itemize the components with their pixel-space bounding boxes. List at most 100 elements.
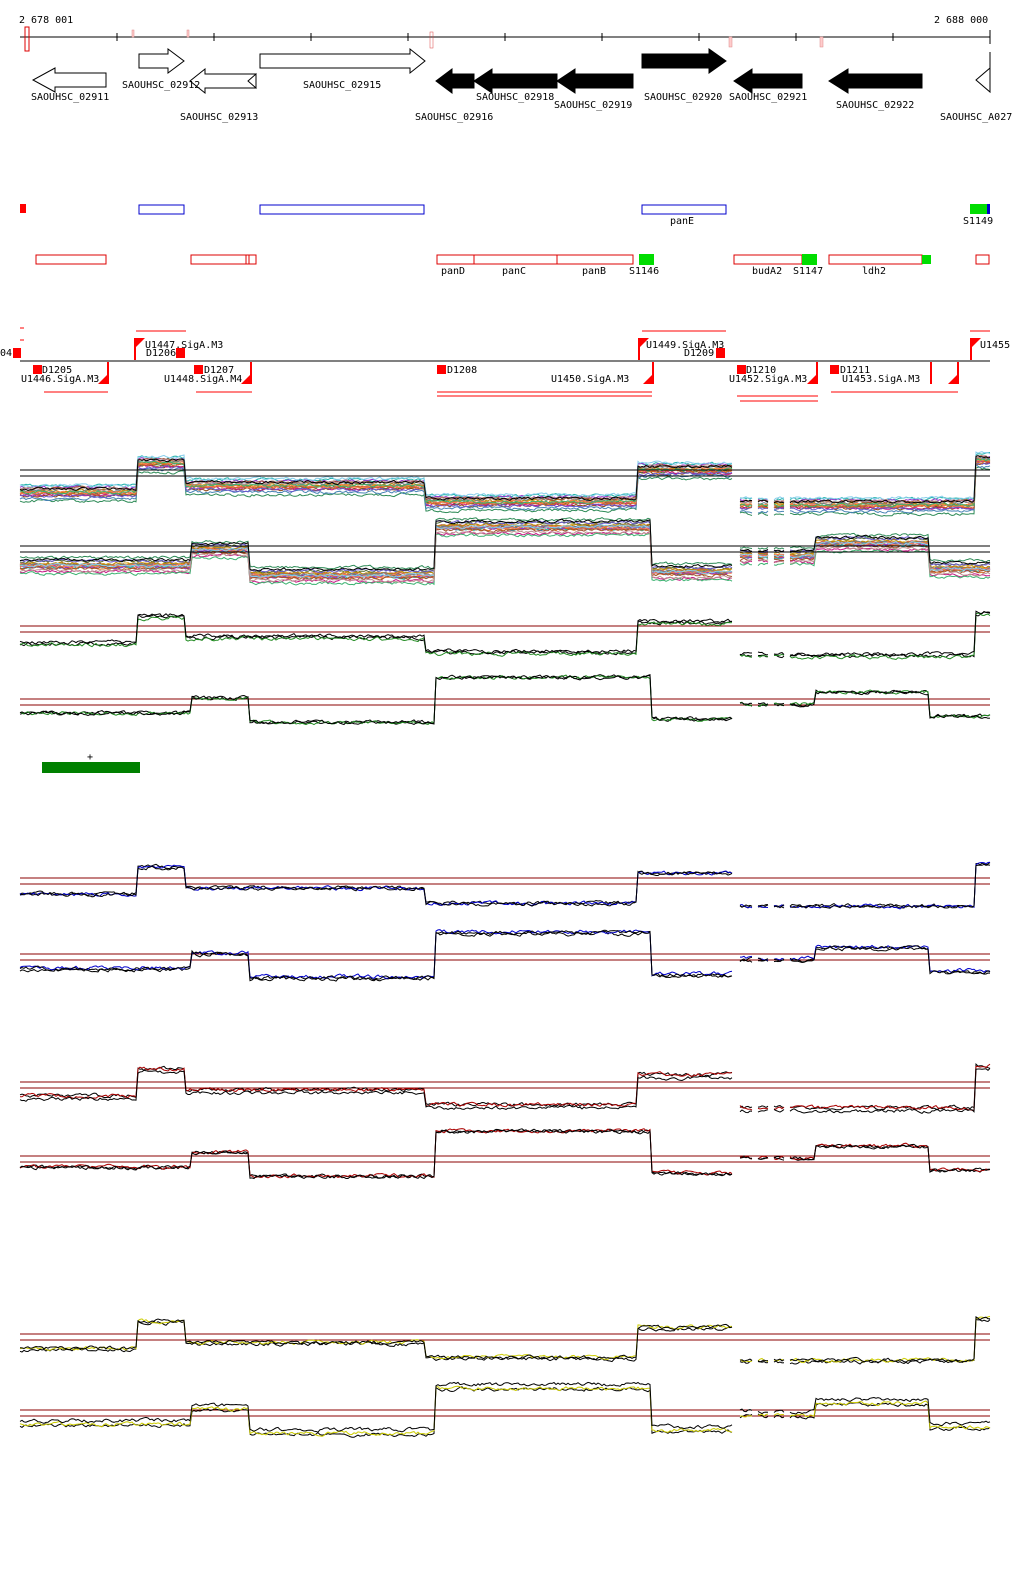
gene-SAOUHSC_02911[interactable] (31, 67, 107, 93)
axis-start-label: 2 678 001 (19, 15, 73, 26)
expression-series (19, 1385, 991, 1437)
operon-label: budA2 (752, 266, 782, 277)
gene-SAOUHSC_02921[interactable] (733, 68, 803, 94)
feature-label: U1446.SigA.M3 (21, 374, 99, 385)
gene-SAOUHSC_02915[interactable] (259, 47, 426, 75)
feature-label: U1452.SigA.M3 (729, 374, 807, 385)
feature-label: 04 (0, 348, 12, 359)
feature-label: D1206 (146, 348, 176, 359)
feature-block[interactable] (20, 204, 26, 213)
gene-SAOUHSC_02919[interactable] (556, 68, 634, 94)
operon-label: S1146 (629, 266, 659, 277)
feature-label: U1453.SigA.M3 (842, 374, 920, 385)
gene-labels: SAOUHSC_02911 SAOUHSC_02912 SAOUHSC_0291… (31, 80, 1012, 123)
legend-label: + (87, 752, 93, 763)
expression-series (19, 612, 991, 661)
gene-label: SAOUHSC_A027 (940, 112, 1012, 123)
operon-label: S1149 (963, 216, 993, 227)
operon-red[interactable] (975, 254, 990, 265)
feature-label: U1450.SigA.M3 (551, 374, 629, 385)
gene-label: SAOUHSC_02915 (303, 80, 381, 91)
expression-series (19, 1386, 991, 1438)
axis-end-label: 2 688 000 (934, 15, 988, 26)
feature-label: U1455 (980, 340, 1010, 351)
expression-series (19, 1128, 991, 1180)
axis-ticks (116, 33, 894, 41)
operon-label: S1147 (793, 266, 823, 277)
feature-label: U1447.SigA.M3 (145, 340, 223, 351)
operon-red-ldh2[interactable] (828, 254, 923, 265)
operon-red-pan[interactable] (436, 254, 634, 265)
axis-start-marker (24, 26, 30, 52)
feature-label: D1211 (840, 365, 870, 376)
expression-series (19, 674, 991, 726)
gene-SAOUHSC_02913b[interactable] (247, 72, 257, 90)
operon-label: panD (441, 266, 465, 277)
feature-label: D1207 (204, 365, 234, 376)
operon-label: panE (670, 216, 694, 227)
expression-series (19, 524, 991, 578)
expression-series (19, 1128, 991, 1179)
expression-series (19, 517, 991, 570)
operon-blue[interactable] (259, 204, 425, 215)
gene-label: SAOUHSC_02916 (415, 112, 493, 123)
operon-red[interactable] (190, 254, 257, 265)
gene-SAOUHSC_02922[interactable] (828, 68, 923, 94)
operon-label: panC (502, 266, 526, 277)
feature-label: D1209 (684, 348, 714, 359)
expression-series (19, 524, 991, 577)
srna-S1147[interactable] (802, 254, 817, 265)
gene-SAOUHSC_02920[interactable] (641, 48, 727, 74)
expression-series (19, 463, 991, 514)
expression-series (19, 1063, 991, 1111)
gene-SAOUHSC_02918[interactable] (473, 68, 558, 94)
coordinate-axis: 2 678 001 2 688 000 (19, 15, 991, 52)
gene-label: SAOUHSC_02920 (644, 92, 722, 103)
expression-series (19, 458, 991, 508)
expression-series (19, 466, 991, 517)
operon-red-budA2[interactable] (733, 254, 803, 265)
gene-label: SAOUHSC_02922 (836, 100, 914, 111)
operon-label: panB (582, 266, 606, 277)
gene-label: SAOUHSC_02911 (31, 92, 109, 103)
feature-track: 04 D1205 U1446.SigA.M3 U1447.SigA.M3 D12… (0, 327, 1010, 402)
legend-bar (42, 762, 140, 773)
operon-track: panE S1149 panD panC panB S1146 budA2 S1… (20, 204, 993, 277)
operon-blue-panE[interactable] (641, 204, 727, 215)
gene-track (31, 47, 991, 95)
expression-tracks (19, 451, 991, 1438)
expression-series (19, 1381, 991, 1433)
expression-series (19, 929, 991, 979)
operon-label: ldh2 (862, 266, 886, 277)
expression-series (19, 455, 991, 504)
expression-series (19, 674, 991, 726)
gene-label: SAOUHSC_02918 (476, 92, 554, 103)
expression-series (19, 530, 991, 584)
axis-gap-markers (131, 29, 824, 49)
expression-series (19, 1316, 990, 1363)
gene-label: SAOUHSC_02919 (554, 100, 632, 111)
gene-label: SAOUHSC_02921 (729, 92, 807, 103)
expression-series (19, 1062, 991, 1111)
gene-SAOUHSC_02916[interactable] (435, 68, 475, 94)
expression-series (19, 610, 991, 657)
feature-label: D1205 (42, 365, 72, 376)
expression-series (19, 527, 991, 581)
feature-label: D1210 (746, 365, 776, 376)
expression-series (19, 1068, 991, 1114)
operon-blue[interactable] (138, 204, 185, 215)
gene-SAOUHSC_02913[interactable] (189, 67, 257, 95)
expression-series (19, 451, 991, 501)
expression-series (19, 462, 991, 512)
gene-SAOUHSC_A027[interactable] (975, 52, 991, 94)
expression-series (19, 1128, 991, 1179)
gene-SAOUHSC_02912[interactable] (138, 48, 185, 74)
srna-S1149[interactable] (970, 204, 990, 214)
srna-S1146[interactable] (639, 254, 654, 265)
feature-label: U1448.SigA.M4 (164, 374, 242, 385)
expression-series (19, 1319, 991, 1365)
operon-red[interactable] (35, 254, 107, 265)
gene-label: SAOUHSC_02913 (180, 112, 258, 123)
feature-label: D1208 (447, 365, 477, 376)
